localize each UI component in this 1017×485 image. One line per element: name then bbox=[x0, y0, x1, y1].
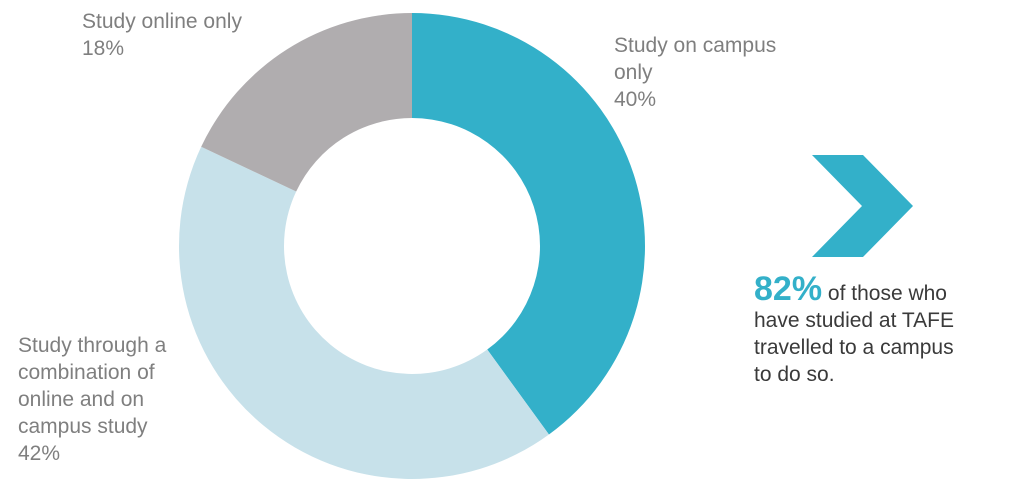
callout-highlight: 82% bbox=[754, 270, 823, 308]
slice-value-label: 42% bbox=[18, 442, 60, 465]
callout-line-3: travelled to a campus bbox=[754, 336, 954, 359]
slice-category-label: only bbox=[614, 61, 653, 84]
donut-slice-2 bbox=[179, 146, 549, 480]
donut-slice-3 bbox=[201, 13, 412, 192]
donut-slice-1 bbox=[412, 13, 645, 435]
slice-value-label: 18% bbox=[82, 37, 124, 60]
callout-text: 82% of those who have studied at TAFE tr… bbox=[754, 272, 1014, 388]
slice-value-label: 40% bbox=[614, 88, 656, 111]
slice-category-label: Study through a bbox=[18, 334, 167, 357]
slice-category-label: Study online only bbox=[82, 10, 242, 33]
slice-category-label: Study on campus bbox=[614, 34, 776, 57]
callout-line-2: have studied at TAFE bbox=[754, 309, 955, 332]
slice-category-label: campus study bbox=[18, 415, 148, 438]
chevron-right-icon bbox=[812, 155, 913, 257]
slice-category-label: online and on bbox=[18, 388, 144, 411]
slice-category-label: combination of bbox=[18, 361, 155, 384]
callout-line-1: of those who bbox=[822, 282, 947, 305]
callout-line-4: to do so. bbox=[754, 363, 835, 386]
